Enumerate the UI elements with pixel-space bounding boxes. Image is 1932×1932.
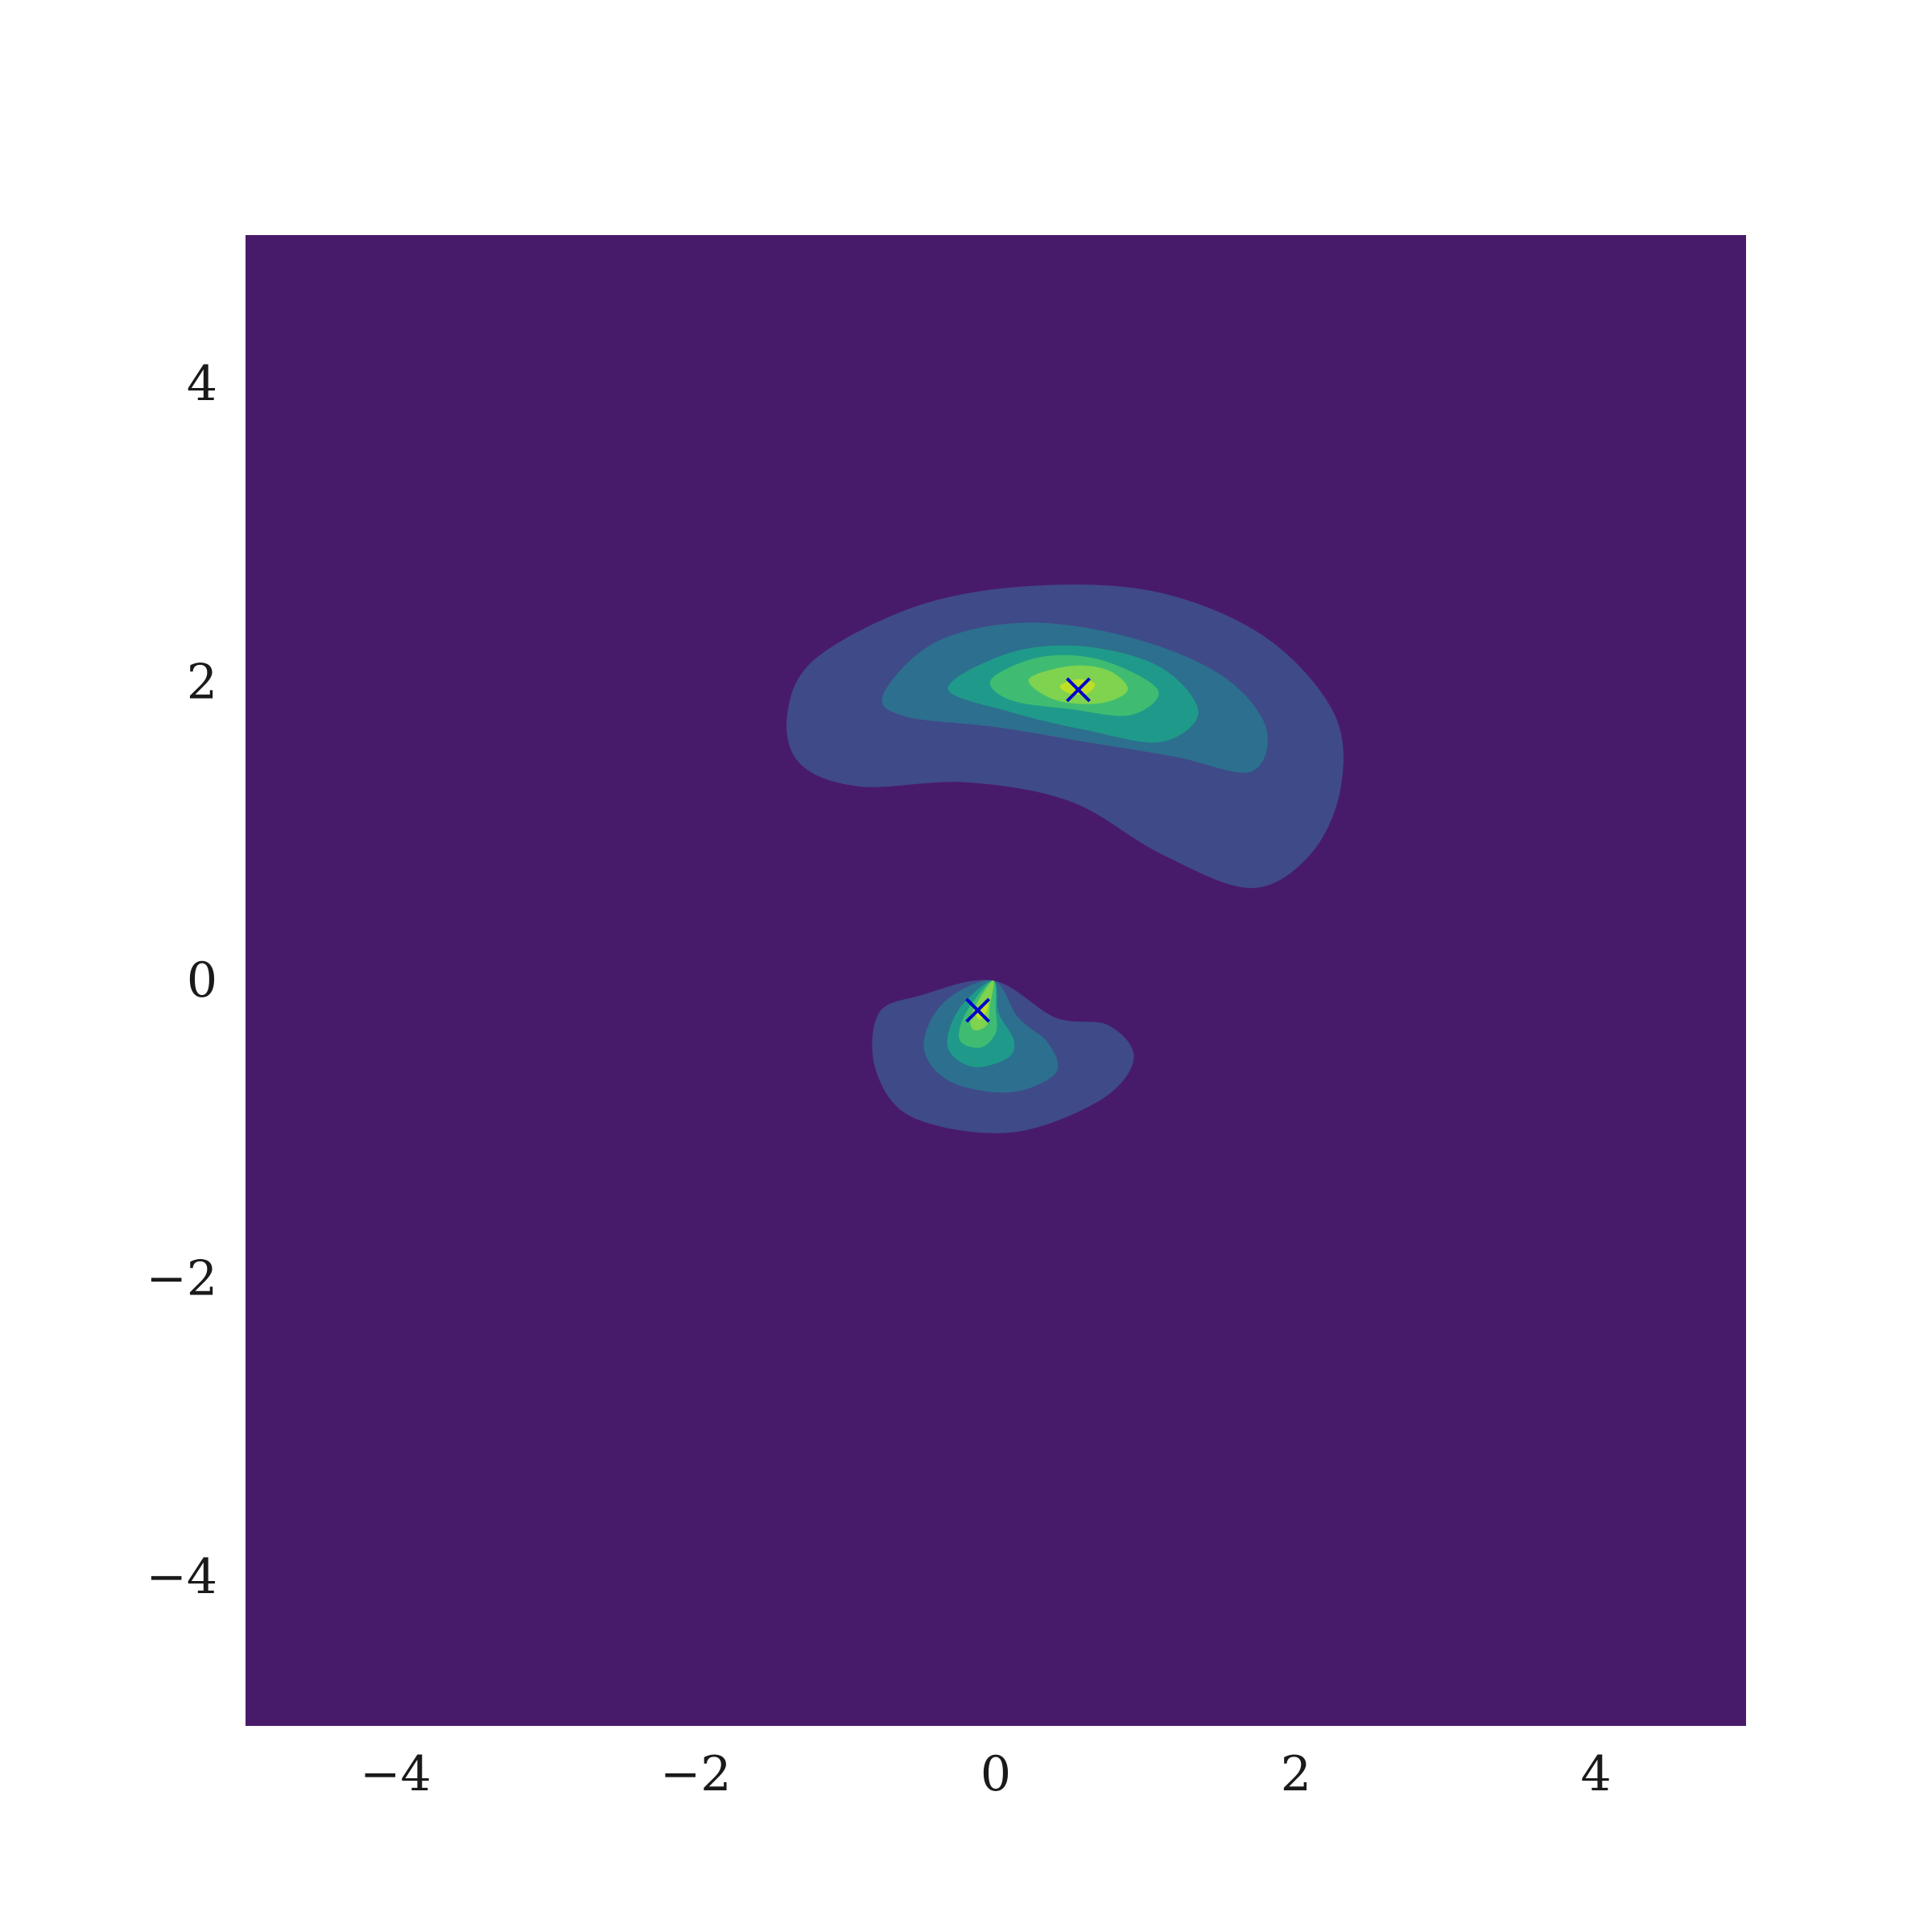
x-axis-tick-labels: −4 −2 0 2 4 bbox=[360, 1746, 1612, 1802]
y-tick-label: 4 bbox=[187, 356, 217, 412]
x-marker-1 bbox=[1066, 677, 1091, 703]
x-tick-label: −2 bbox=[660, 1746, 731, 1802]
y-tick-label: −2 bbox=[147, 1250, 217, 1307]
contour-fills bbox=[786, 584, 1344, 1133]
x-tick-label: 2 bbox=[1281, 1746, 1311, 1802]
y-tick-label: 2 bbox=[187, 654, 217, 711]
x-tick-label: 4 bbox=[1581, 1746, 1612, 1802]
mode-markers bbox=[965, 677, 1091, 1023]
x-marker-2 bbox=[965, 997, 991, 1023]
x-tick-label: 0 bbox=[980, 1746, 1011, 1802]
y-tick-label: −4 bbox=[147, 1549, 217, 1605]
plot-area-background bbox=[246, 235, 1746, 1726]
y-axis-tick-labels: −4 −2 0 2 4 bbox=[147, 356, 217, 1605]
x-tick-label: −4 bbox=[360, 1746, 431, 1802]
y-tick-label: 0 bbox=[187, 952, 217, 1009]
